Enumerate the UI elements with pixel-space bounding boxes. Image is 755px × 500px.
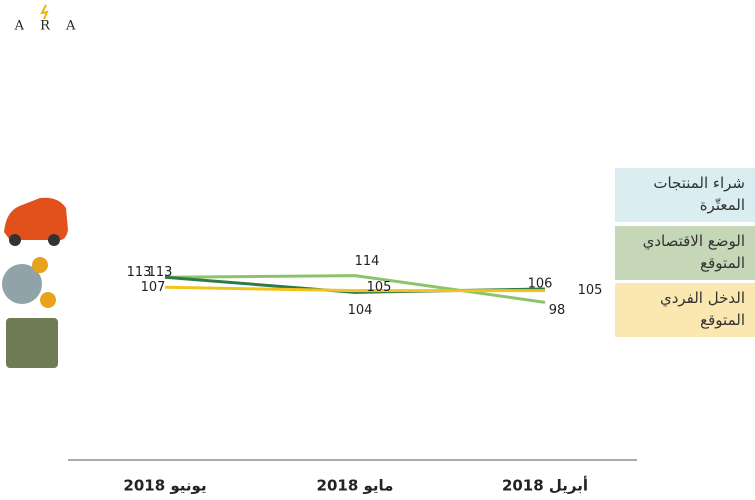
- data-label: 114: [355, 254, 380, 269]
- data-label: 98: [549, 303, 566, 318]
- data-label: 105: [367, 280, 392, 295]
- gear-icon: [32, 257, 48, 273]
- money-icon: [6, 318, 58, 368]
- logo-text: A R A: [14, 19, 82, 34]
- gear-icon: [2, 264, 42, 304]
- data-label: 104: [348, 303, 373, 318]
- legend-entry: شراء المنتجات المعتّرة: [615, 168, 755, 222]
- legend-entry: الدخل الفردي المتوقع: [615, 283, 755, 337]
- car-wheel: [48, 234, 60, 246]
- brand-logo: A R A: [14, 4, 82, 34]
- series-line: [164, 274, 546, 304]
- x-tick-label: مايو 2018: [317, 477, 394, 495]
- gear-icon: [40, 292, 56, 308]
- data-label: 105: [578, 283, 603, 298]
- legend-entry: الوضع الاقتصادي المتوقع: [615, 225, 755, 280]
- series-line: [164, 285, 545, 293]
- x-tick-label: أبريل 2018: [502, 476, 588, 495]
- logo-bolt: [40, 4, 49, 20]
- car-wheel: [9, 234, 21, 246]
- data-label: 113: [148, 265, 173, 280]
- x-tick-label: يونيو 2018: [123, 477, 206, 495]
- icons: [2, 197, 68, 368]
- data-label: 107: [141, 280, 166, 295]
- car-icon: [4, 197, 68, 240]
- data-label: 113: [127, 265, 152, 280]
- data-label: 106: [528, 276, 553, 291]
